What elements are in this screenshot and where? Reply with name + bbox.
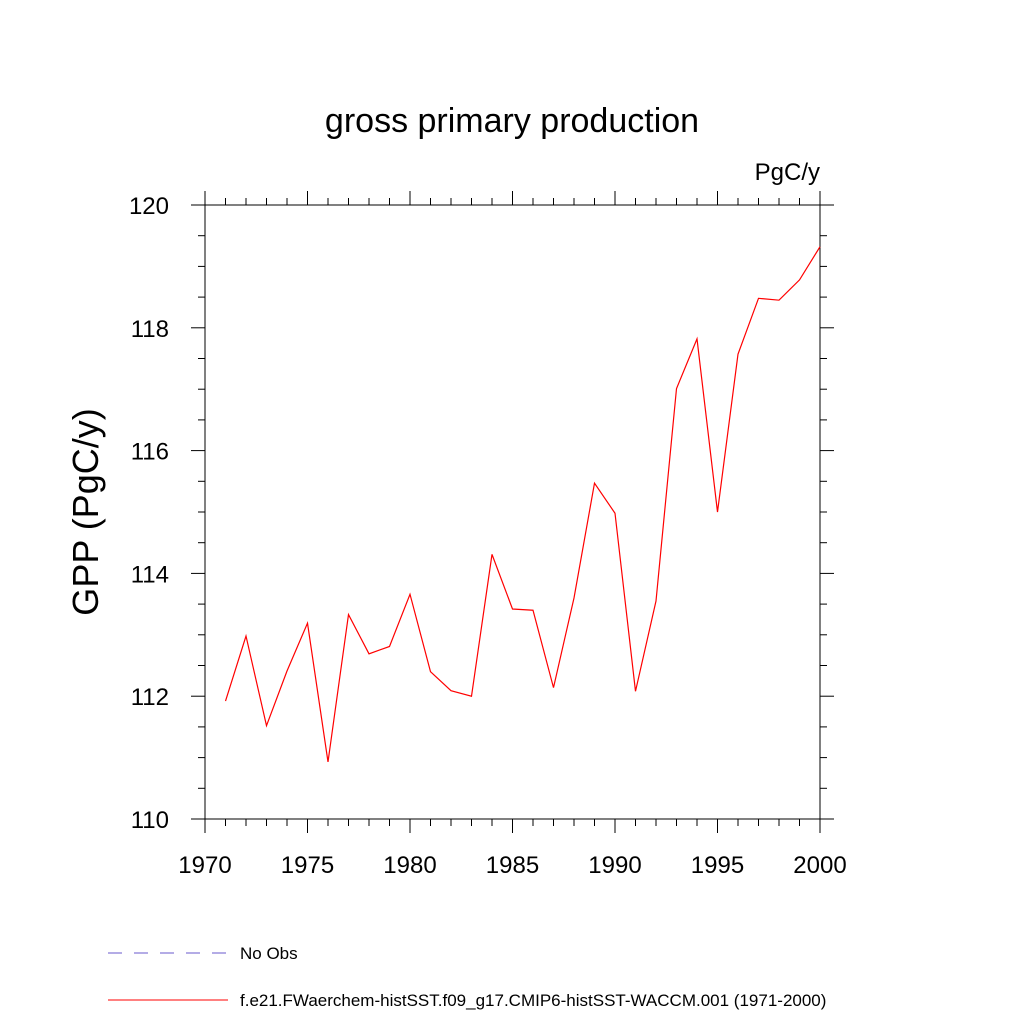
x-tick-label: 1980 [383,852,436,879]
units-label: PgC/y [755,159,820,186]
x-tick-label: 1995 [691,852,744,879]
x-tick-label: 1985 [486,852,539,879]
x-tick-label: 1990 [588,852,641,879]
legend-label: No Obs [240,944,298,963]
y-tick-label: 112 [131,684,169,711]
x-tick-label: 1975 [281,852,334,879]
y-axis-label: GPP (PgC/y) [65,408,106,615]
y-tick-label: 120 [129,193,169,220]
y-tick-label: 118 [131,316,169,343]
axes: 1970 1975 1980 1985 1990 1995 2000 110 112 114 116… [129,191,847,879]
x-tick-label: 1970 [178,852,231,879]
legend-label: f.e21.FWaerchem-histSST.f09_g17.CMIP6-hi… [240,991,826,1010]
legend: No Obs f.e21.FWaerchem-histSST.f09_g17.CM… [108,944,826,1010]
chart-title: gross primary production [325,102,699,140]
y-tick-label: 114 [131,561,169,588]
series-line [224,246,821,762]
y-tick-label: 116 [131,439,169,466]
plot-frame [204,204,821,820]
series-group [224,246,821,762]
y-tick-label: 110 [131,807,169,834]
x-tick-label: 2000 [793,852,846,879]
